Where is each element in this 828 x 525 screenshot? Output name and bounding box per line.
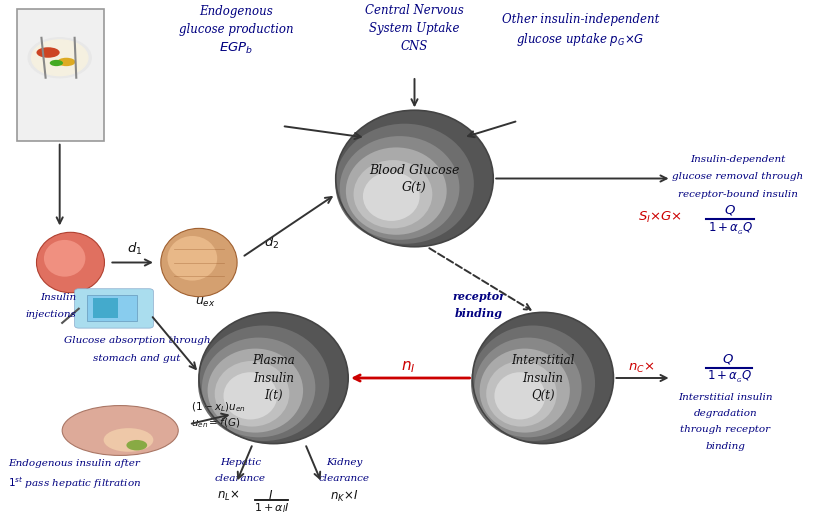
Ellipse shape <box>224 372 277 419</box>
Text: $d_1$: $d_1$ <box>127 241 142 257</box>
Ellipse shape <box>207 349 303 433</box>
Ellipse shape <box>214 361 289 426</box>
Text: CNS: CNS <box>401 40 427 53</box>
Text: $Q$: $Q$ <box>721 352 733 365</box>
Text: Endogenous insulin after: Endogenous insulin after <box>8 459 140 468</box>
Ellipse shape <box>485 361 556 426</box>
Text: Insulin: Insulin <box>40 293 76 302</box>
FancyBboxPatch shape <box>17 9 104 141</box>
Ellipse shape <box>57 58 75 66</box>
FancyBboxPatch shape <box>93 298 118 318</box>
Ellipse shape <box>335 110 493 247</box>
Ellipse shape <box>353 160 432 228</box>
Ellipse shape <box>44 240 85 277</box>
Text: clearance: clearance <box>214 474 266 483</box>
Text: injections: injections <box>26 310 76 319</box>
Text: Blood Glucose
G(t): Blood Glucose G(t) <box>368 163 460 194</box>
Text: $u_{en}=f(G)$: $u_{en}=f(G)$ <box>190 416 240 430</box>
Ellipse shape <box>363 172 419 221</box>
FancyBboxPatch shape <box>87 295 137 321</box>
Text: $1^{st}$ pass hepatic filtration: $1^{st}$ pass hepatic filtration <box>8 476 142 491</box>
Text: $n_C$$\times$: $n_C$$\times$ <box>628 361 654 374</box>
Text: stomach and gut: stomach and gut <box>93 354 181 363</box>
Text: Glucose absorption through: Glucose absorption through <box>64 336 209 345</box>
Ellipse shape <box>167 236 217 280</box>
Text: Central Nervous: Central Nervous <box>364 4 464 17</box>
Text: $S_I$$\times$$G$$\times$: $S_I$$\times$$G$$\times$ <box>638 211 681 225</box>
Text: Interstitial
Insulin
Q(t): Interstitial Insulin Q(t) <box>511 354 574 402</box>
Text: glucose production: glucose production <box>179 23 293 36</box>
Text: $EGP_b$: $EGP_b$ <box>219 41 253 56</box>
Text: Other insulin-independent: Other insulin-independent <box>501 13 658 26</box>
Text: System Uptake: System Uptake <box>368 22 460 35</box>
Text: Interstitial insulin: Interstitial insulin <box>677 393 772 402</box>
Text: degradation: degradation <box>693 409 756 418</box>
Text: Plasma
Insulin
I(t): Plasma Insulin I(t) <box>252 354 295 402</box>
Text: glucose uptake $p_G$$\times$$G$: glucose uptake $p_G$$\times$$G$ <box>516 32 643 48</box>
Text: Kidney: Kidney <box>325 458 362 467</box>
Ellipse shape <box>127 440 147 450</box>
Text: Endogenous: Endogenous <box>200 5 272 18</box>
Text: $1+\alpha_I I$: $1+\alpha_I I$ <box>253 501 290 515</box>
Circle shape <box>28 38 91 78</box>
Text: $n_I$: $n_I$ <box>400 360 415 375</box>
Ellipse shape <box>50 60 63 66</box>
Ellipse shape <box>202 338 315 437</box>
Text: $I$: $I$ <box>267 489 272 502</box>
Ellipse shape <box>335 124 474 244</box>
Ellipse shape <box>104 428 153 452</box>
Text: Hepatic: Hepatic <box>219 458 261 467</box>
Text: receptor: receptor <box>452 291 505 302</box>
Ellipse shape <box>62 405 178 455</box>
Ellipse shape <box>339 136 459 240</box>
Text: glucose removal through: glucose removal through <box>672 172 802 181</box>
Ellipse shape <box>345 148 446 235</box>
Text: binding: binding <box>455 308 503 319</box>
Ellipse shape <box>161 228 237 297</box>
Circle shape <box>31 40 88 76</box>
Ellipse shape <box>36 47 60 58</box>
Text: receptor-bound insulin: receptor-bound insulin <box>677 190 797 198</box>
FancyBboxPatch shape <box>75 289 153 328</box>
Ellipse shape <box>479 349 569 433</box>
Ellipse shape <box>472 312 613 444</box>
Ellipse shape <box>199 312 348 444</box>
Ellipse shape <box>474 338 581 437</box>
Text: $d_2$: $d_2$ <box>264 235 279 250</box>
Ellipse shape <box>198 326 329 441</box>
Text: $Q$: $Q$ <box>723 203 734 217</box>
Text: through receptor: through receptor <box>680 425 769 434</box>
Ellipse shape <box>470 326 595 441</box>
Text: binding: binding <box>705 442 744 450</box>
Text: Insulin-dependent: Insulin-dependent <box>690 155 784 164</box>
Ellipse shape <box>36 232 104 293</box>
Text: $1+\alpha_{_G}Q$: $1+\alpha_{_G}Q$ <box>706 369 751 385</box>
Text: $u_{ex}$: $u_{ex}$ <box>195 296 215 309</box>
Text: $(1-x_L)u_{en}$: $(1-x_L)u_{en}$ <box>190 400 245 414</box>
Text: $1+\alpha_{_G}Q$: $1+\alpha_{_G}Q$ <box>707 220 752 237</box>
Text: $n_L$$\times$: $n_L$$\times$ <box>217 489 239 503</box>
Ellipse shape <box>493 372 545 419</box>
Text: $n_K$$\times$$I$: $n_K$$\times$$I$ <box>330 489 358 505</box>
Text: clearance: clearance <box>318 474 369 483</box>
